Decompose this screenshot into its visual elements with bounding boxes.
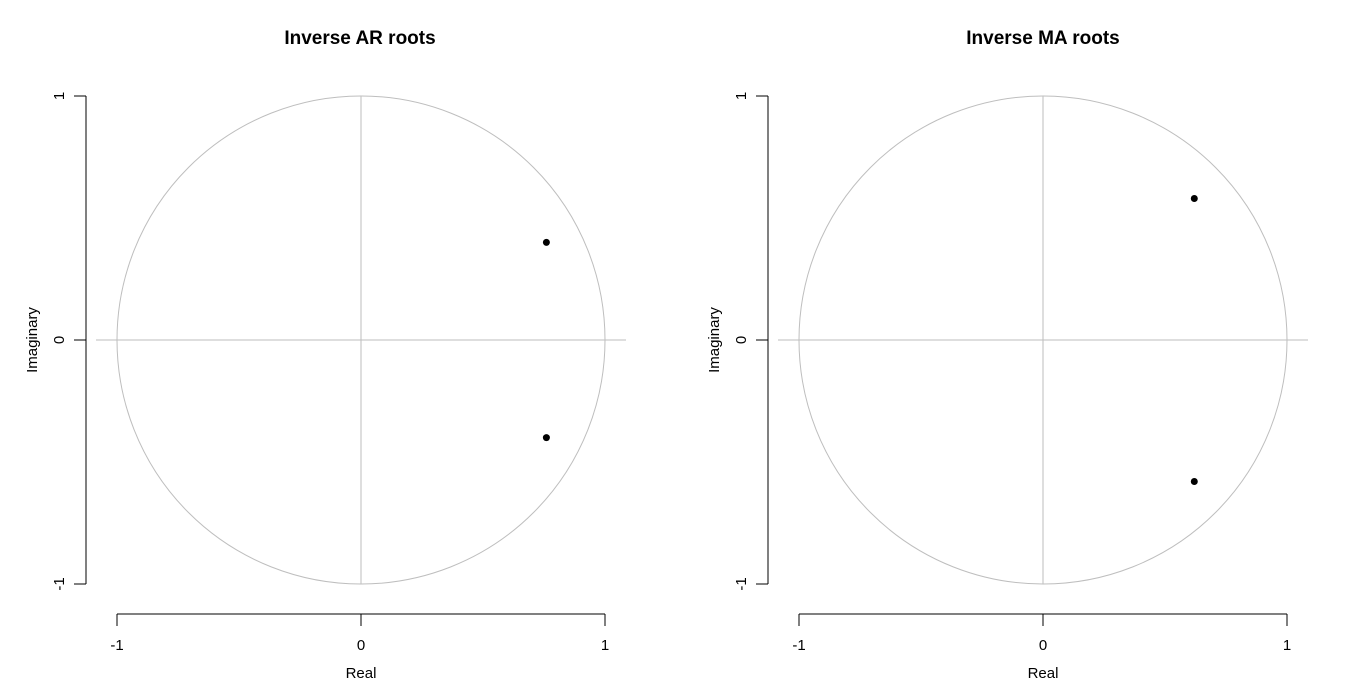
ma-x-tick-label: 1 xyxy=(1283,637,1291,654)
ma-root-points xyxy=(1190,195,1198,485)
ar-x-tick-label: 0 xyxy=(357,637,365,654)
ar-root-point xyxy=(542,238,550,246)
ar-roots-panel: Inverse AR roots 1 0 -1 Imaginary -1 0 1… xyxy=(24,28,626,682)
ar-root-points xyxy=(542,238,550,442)
ar-x-tick-label: 1 xyxy=(601,637,609,654)
ma-y-tick-label: 1 xyxy=(733,92,750,100)
ma-y-tick-label: 0 xyxy=(733,336,750,344)
ma-root-point xyxy=(1190,478,1198,485)
ma-root-point xyxy=(1190,195,1198,202)
ar-y-axis-label: Imaginary xyxy=(24,307,41,373)
ar-y-tick-label: 1 xyxy=(51,92,68,100)
ar-x-axis-label: Real xyxy=(346,665,377,682)
ma-chart-title: Inverse MA roots xyxy=(966,28,1119,49)
ma-y-axis-label: Imaginary xyxy=(706,307,723,373)
ar-y-tick-label: 0 xyxy=(51,336,68,344)
ma-roots-panel: Inverse MA roots 1 0 -1 Imaginary -1 0 1… xyxy=(706,28,1308,682)
ma-y-tick-label: -1 xyxy=(733,577,750,590)
ma-x-tick-label: -1 xyxy=(792,637,805,654)
ar-y-tick-label: -1 xyxy=(51,577,68,590)
ar-x-tick-label: -1 xyxy=(110,637,123,654)
ar-chart-title: Inverse AR roots xyxy=(284,28,435,49)
ma-x-tick-label: 0 xyxy=(1039,637,1047,654)
ar-root-point xyxy=(542,434,550,442)
ma-x-axis-label: Real xyxy=(1028,665,1059,682)
